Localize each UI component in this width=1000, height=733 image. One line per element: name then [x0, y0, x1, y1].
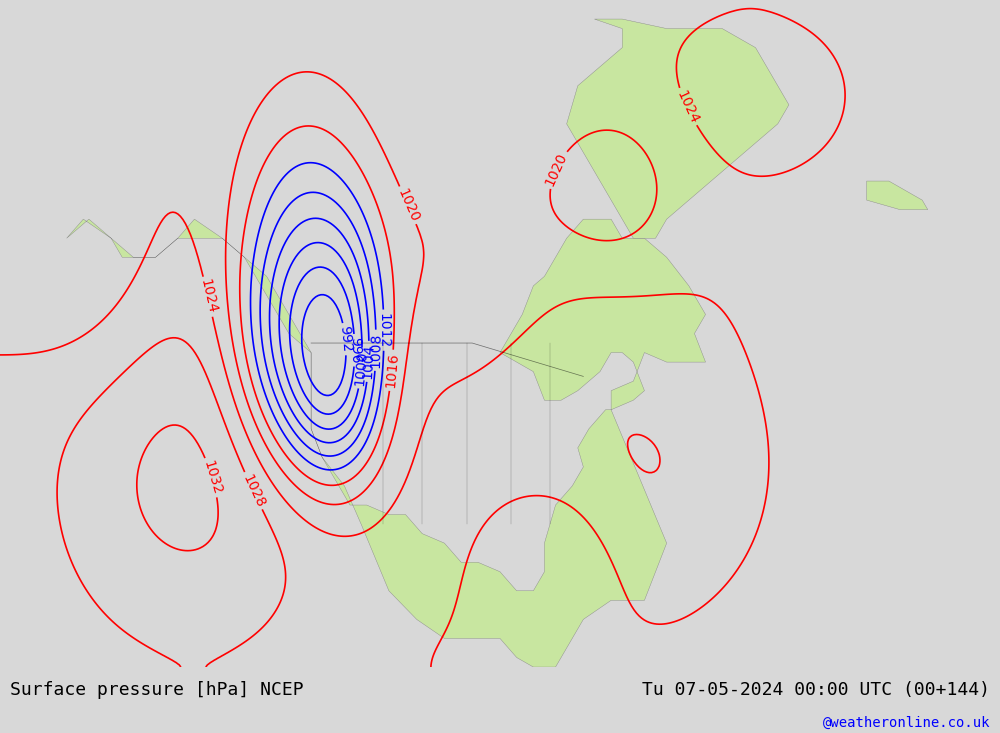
- Text: 996: 996: [348, 337, 362, 364]
- Text: 992: 992: [337, 325, 354, 353]
- Text: 1020: 1020: [543, 150, 570, 188]
- Text: 1004: 1004: [361, 344, 376, 379]
- Polygon shape: [67, 219, 706, 667]
- Text: Surface pressure [hPa] NCEP: Surface pressure [hPa] NCEP: [10, 681, 304, 699]
- Text: 1008: 1008: [369, 333, 383, 368]
- Text: 1024: 1024: [673, 88, 701, 126]
- Text: 1032: 1032: [200, 459, 224, 496]
- Polygon shape: [567, 19, 789, 238]
- Polygon shape: [867, 181, 928, 210]
- Text: 1012: 1012: [377, 312, 391, 348]
- Text: @weatheronline.co.uk: @weatheronline.co.uk: [822, 716, 990, 730]
- Text: 1016: 1016: [383, 352, 400, 388]
- Text: Tu 07-05-2024 00:00 UTC (00+144): Tu 07-05-2024 00:00 UTC (00+144): [642, 681, 990, 699]
- Text: 1000: 1000: [353, 350, 370, 386]
- Text: 1020: 1020: [394, 186, 421, 224]
- Text: 1024: 1024: [197, 278, 219, 315]
- Text: 1028: 1028: [239, 472, 267, 509]
